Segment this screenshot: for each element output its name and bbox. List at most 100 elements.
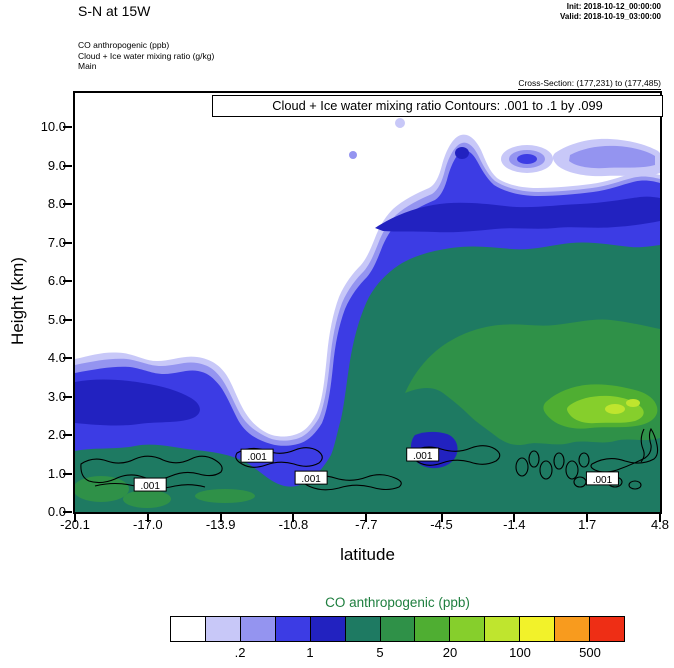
cloud-contour-loop bbox=[553, 452, 565, 470]
contour-label-box bbox=[406, 447, 440, 462]
contour-label-text: .001 bbox=[413, 451, 433, 462]
y-tick-label: 6.0 bbox=[47, 273, 66, 288]
y-tick-mark bbox=[63, 280, 72, 282]
x-tick-label: 4.8 bbox=[650, 517, 670, 532]
x-tick-mark bbox=[659, 514, 661, 522]
contour-label-box bbox=[240, 448, 274, 463]
y-tick-mark bbox=[63, 164, 72, 167]
x-tick-label: -10.8 bbox=[278, 517, 309, 532]
valid-time: Valid: 2018-10-19_03:00:00 bbox=[560, 12, 661, 21]
colorbar-cell-3 bbox=[274, 616, 311, 642]
x-tick-mark bbox=[365, 514, 368, 522]
legend-line-fill-field: CO anthropogenic (ppb) bbox=[78, 40, 170, 50]
contour-label-text: .001 bbox=[593, 475, 613, 486]
cloud-contour-line bbox=[410, 445, 501, 466]
contour-label-text: .001 bbox=[301, 474, 321, 485]
contour-plot: .001 .001 .001 .001 .001 bbox=[75, 118, 660, 512]
y-tick-mark bbox=[63, 318, 72, 321]
contour-label-text: .001 bbox=[247, 452, 267, 463]
co-filament-dot1 bbox=[395, 118, 405, 128]
colorbar-tick-label: 5 bbox=[376, 645, 384, 660]
co-filament-dot2 bbox=[349, 151, 357, 159]
contour-label-text: .001 bbox=[140, 481, 160, 492]
cloud-contour-line bbox=[235, 447, 323, 468]
contour-spec-title: Cloud + Ice water mixing ratio Contours:… bbox=[212, 95, 663, 117]
co-fill-50ppb-speck2 bbox=[626, 399, 640, 407]
x-tick-label: -13.9 bbox=[205, 517, 236, 532]
contour-label-box bbox=[133, 477, 167, 492]
colorbar-cell-7 bbox=[414, 616, 451, 642]
plot-area: .001 .001 .001 .001 .001 bbox=[73, 91, 662, 514]
y-tick-label: 8.0 bbox=[47, 196, 66, 211]
colorbar-cell-8 bbox=[449, 616, 486, 642]
colorbar-title: CO anthropogenic (ppb) bbox=[325, 595, 470, 610]
x-tick-label: -1.4 bbox=[503, 517, 526, 532]
co-fill-2ppb-teal bbox=[75, 242, 660, 512]
cloud-contour-loop bbox=[578, 452, 590, 468]
colorbar bbox=[170, 616, 625, 642]
contour-label-box bbox=[294, 470, 328, 485]
cloud-contour-loop bbox=[528, 450, 540, 468]
x-tick-label: 1.7 bbox=[578, 517, 597, 532]
colorbar-cell-2 bbox=[239, 616, 276, 642]
co-fill-50ppb-speck1 bbox=[605, 404, 625, 414]
cloud-contour-loop bbox=[539, 460, 553, 480]
colorbar-tick-label: .2 bbox=[234, 645, 246, 660]
model-times: Init: 2018-10-12_00:00:00 Valid: 2018-10… bbox=[560, 2, 661, 22]
y-tick-mark bbox=[63, 203, 72, 205]
field-legend: CO anthropogenic (ppb) Cloud + Ice water… bbox=[78, 40, 214, 72]
legend-line-domain: Main bbox=[78, 61, 97, 71]
colorbar-cell-11 bbox=[554, 616, 591, 642]
co-filament-core bbox=[517, 154, 537, 164]
y-tick-mark bbox=[63, 434, 72, 436]
cloud-contour-line bbox=[640, 428, 645, 463]
page-title: S-N at 15W bbox=[78, 3, 151, 19]
y-tick-mark bbox=[63, 357, 72, 359]
cloud-contour-line bbox=[80, 455, 223, 484]
y-tick-label: 2.0 bbox=[47, 427, 66, 442]
colorbar-cell-12 bbox=[589, 616, 625, 642]
x-tick-mark bbox=[292, 514, 295, 522]
cloud-contour-loop bbox=[628, 480, 642, 490]
y-tick-label: 5.0 bbox=[47, 311, 66, 327]
x-tick-mark bbox=[586, 514, 589, 522]
colorbar-cell-0 bbox=[170, 616, 206, 642]
co-filament-band-inner bbox=[569, 145, 655, 169]
co-fill-5ppb-blob-left2 bbox=[123, 490, 171, 508]
co-fill-5ppb-blob-left1 bbox=[75, 476, 129, 502]
legend-line-contour-field: Cloud + Ice water mixing ratio (g/kg) bbox=[78, 50, 215, 61]
y-tick-label: 4.0 bbox=[47, 350, 66, 365]
y-tick-label: 1.0 bbox=[47, 465, 66, 481]
y-tick-mark bbox=[63, 126, 72, 128]
x-tick-mark bbox=[74, 514, 76, 522]
colorbar-tick-label: 500 bbox=[579, 645, 601, 660]
x-axis-title: latitude bbox=[340, 545, 395, 564]
co-fill-1ppb-left-core bbox=[75, 379, 200, 426]
y-tick-mark bbox=[63, 395, 72, 398]
cross-section-coordinates: Cross-Section: (177,231) to (177,485) bbox=[518, 78, 661, 90]
y-tick-label: 9.0 bbox=[47, 157, 66, 173]
contour-label-box bbox=[585, 471, 619, 486]
y-tick-label: 7.0 bbox=[47, 234, 66, 250]
co-fill-1ppb-top-band bbox=[375, 196, 660, 233]
colorbar-cell-4 bbox=[309, 616, 346, 642]
colorbar-cell-9 bbox=[484, 616, 521, 642]
cloud-contour-loop bbox=[565, 460, 579, 480]
x-tick-mark bbox=[440, 514, 443, 522]
x-tick-mark bbox=[146, 514, 149, 522]
co-bump-core bbox=[455, 147, 469, 159]
colorbar-tick-label: 100 bbox=[509, 645, 531, 660]
x-tick-label: -17.0 bbox=[133, 517, 163, 532]
y-tick-mark bbox=[63, 241, 72, 244]
y-tick-mark bbox=[63, 472, 72, 475]
co-fill-5ppb-blob-left3 bbox=[195, 489, 255, 503]
colorbar-cell-10 bbox=[519, 616, 556, 642]
x-tick-mark bbox=[513, 514, 516, 522]
co-filled-contours bbox=[75, 118, 660, 512]
y-tick-label: 0.0 bbox=[47, 504, 66, 519]
cloud-contour-loop bbox=[515, 457, 529, 477]
cloud-contour-line bbox=[302, 474, 402, 491]
x-tick-mark bbox=[219, 514, 222, 522]
y-tick-label: 3.0 bbox=[47, 388, 66, 404]
x-tick-label: -7.7 bbox=[355, 517, 378, 532]
